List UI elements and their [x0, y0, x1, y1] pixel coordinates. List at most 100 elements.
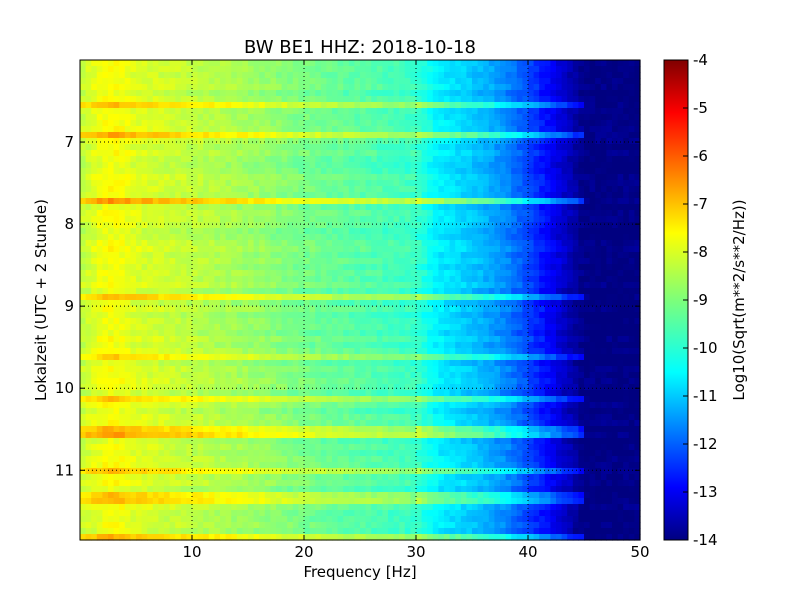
- heatmap-cell: [449, 126, 456, 133]
- heatmap-cell: [634, 258, 641, 265]
- heatmap-cell: [561, 192, 568, 199]
- heatmap-cell: [102, 150, 109, 157]
- heatmap-cell: [320, 264, 327, 271]
- heatmap-cell: [354, 324, 361, 331]
- heatmap-cell: [550, 234, 557, 241]
- heatmap-cell: [287, 114, 294, 121]
- heatmap-cell: [108, 342, 115, 349]
- heatmap-cell: [130, 258, 137, 265]
- heatmap-cell: [281, 324, 288, 331]
- heatmap-cell: [231, 96, 238, 103]
- heatmap-cell: [119, 108, 126, 115]
- heatmap-cell: [208, 192, 215, 199]
- heatmap-cell: [119, 162, 126, 169]
- heatmap-cell: [124, 114, 131, 121]
- heatmap-cell: [220, 114, 227, 121]
- heatmap-cell: [180, 102, 187, 109]
- heatmap-cell: [567, 324, 574, 331]
- heatmap-cell: [494, 282, 501, 289]
- heatmap-cell: [337, 108, 344, 115]
- heatmap-cell: [522, 336, 529, 343]
- heatmap-cell: [556, 216, 563, 223]
- heatmap-cell: [550, 300, 557, 307]
- heatmap-cell: [466, 312, 473, 319]
- heatmap-cell: [276, 348, 283, 355]
- heatmap-cell: [124, 84, 131, 91]
- heatmap-cell: [466, 108, 473, 115]
- heatmap-cell: [410, 252, 417, 259]
- heatmap-cell: [152, 282, 159, 289]
- heatmap-cell: [432, 108, 439, 115]
- heatmap-cell: [208, 342, 215, 349]
- heatmap-cell: [130, 246, 137, 253]
- heatmap-cell: [270, 300, 277, 307]
- heatmap-cell: [343, 348, 350, 355]
- heatmap-cell: [96, 144, 103, 151]
- heatmap-cell: [276, 126, 283, 133]
- heatmap-cell: [488, 276, 495, 283]
- heatmap-cell: [612, 330, 619, 337]
- heatmap-cell: [91, 276, 98, 283]
- heatmap-cell: [578, 78, 585, 85]
- heatmap-cell: [388, 210, 395, 217]
- heatmap-cell: [589, 234, 596, 241]
- heatmap-cell: [259, 270, 266, 277]
- heatmap-cell: [365, 300, 372, 307]
- heatmap-cell: [483, 96, 490, 103]
- heatmap-cell: [348, 138, 355, 145]
- heatmap-cell: [455, 150, 462, 157]
- heatmap-cell: [528, 126, 535, 133]
- heatmap-cell: [477, 270, 484, 277]
- heatmap-cell: [343, 138, 350, 145]
- heatmap-cell: [130, 354, 137, 361]
- heatmap-cell: [584, 300, 591, 307]
- heatmap-cell: [589, 258, 596, 265]
- heatmap-cell: [348, 102, 355, 109]
- heatmap-cell: [634, 186, 641, 193]
- heatmap-cell: [628, 324, 635, 331]
- heatmap-cell: [539, 300, 546, 307]
- heatmap-cell: [259, 66, 266, 73]
- heatmap-cell: [270, 246, 277, 253]
- heatmap-cell: [214, 354, 221, 361]
- heatmap-cell: [276, 228, 283, 235]
- heatmap-cell: [371, 120, 378, 127]
- heatmap-cell: [136, 84, 143, 91]
- heatmap-cell: [85, 144, 92, 151]
- heatmap-cell: [572, 156, 579, 163]
- heatmap-cell: [320, 330, 327, 337]
- heatmap-cell: [320, 84, 327, 91]
- heatmap-cell: [449, 198, 456, 205]
- heatmap-cell: [567, 294, 574, 301]
- heatmap-cell: [220, 204, 227, 211]
- heatmap-cell: [612, 342, 619, 349]
- heatmap-cell: [270, 102, 277, 109]
- heatmap-cell: [337, 102, 344, 109]
- heatmap-cell: [511, 102, 518, 109]
- heatmap-cell: [516, 306, 523, 313]
- heatmap-cell: [360, 258, 367, 265]
- heatmap-cell: [337, 348, 344, 355]
- heatmap-cell: [147, 156, 154, 163]
- heatmap-cell: [399, 66, 406, 73]
- heatmap-cell: [483, 144, 490, 151]
- heatmap-cell: [556, 72, 563, 79]
- heatmap-cell: [253, 126, 260, 133]
- heatmap-cell: [85, 282, 92, 289]
- heatmap-cell: [208, 90, 215, 97]
- heatmap-cell: [80, 234, 87, 241]
- heatmap-cell: [511, 126, 518, 133]
- heatmap-cell: [169, 66, 176, 73]
- heatmap-cell: [220, 90, 227, 97]
- heatmap-cell: [399, 192, 406, 199]
- heatmap-cell: [169, 150, 176, 157]
- heatmap-cell: [113, 300, 120, 307]
- heatmap-cell: [119, 96, 126, 103]
- heatmap-cell: [326, 186, 333, 193]
- heatmap-cell: [595, 102, 602, 109]
- heatmap-cell: [169, 96, 176, 103]
- heatmap-cell: [421, 246, 428, 253]
- heatmap-cell: [248, 264, 255, 271]
- heatmap-cell: [292, 342, 299, 349]
- heatmap-cell: [80, 240, 87, 247]
